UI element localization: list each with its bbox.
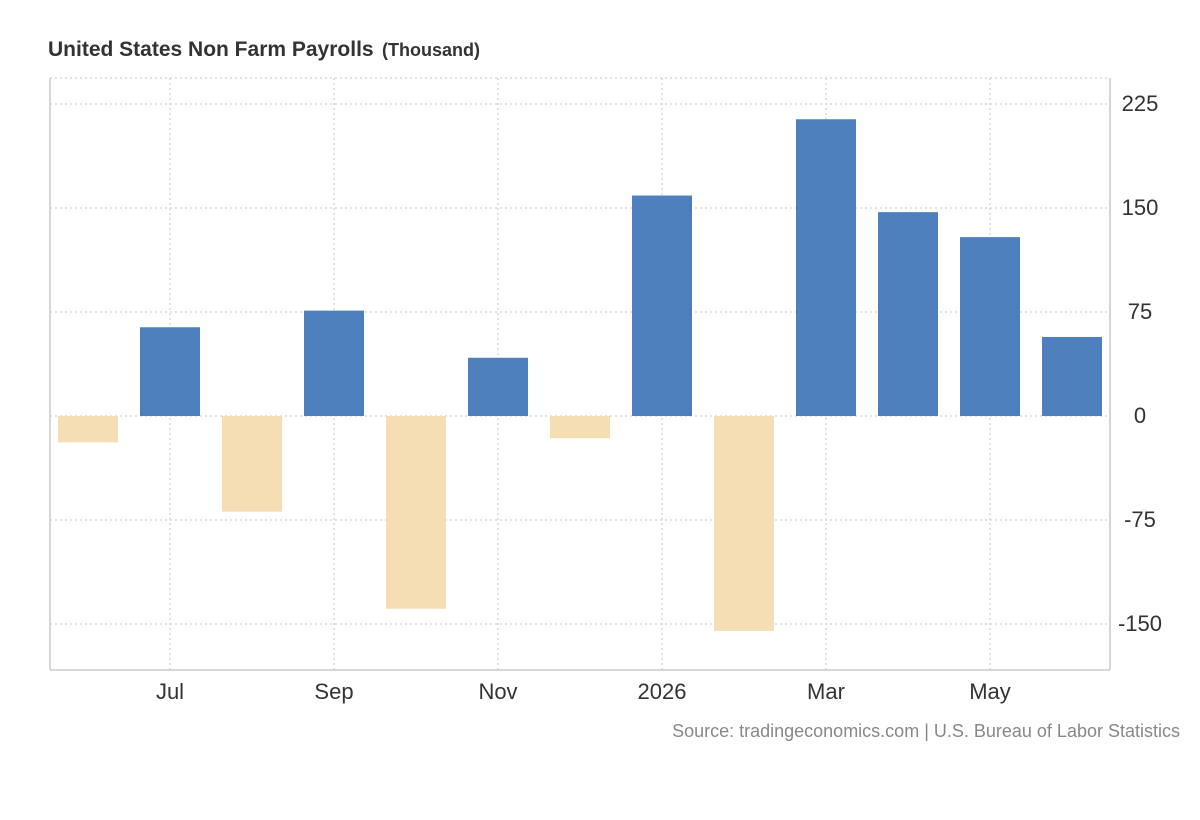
bar-negative: [222, 416, 282, 512]
x-tick-label: Jul: [156, 679, 184, 704]
bar-positive: [960, 237, 1020, 416]
chart-title: United States Non Farm Payrolls (Thousan…: [48, 38, 480, 62]
chart-source: Source: tradingeconomics.com | U.S. Bure…: [672, 721, 1180, 741]
bar-positive: [1042, 336, 1102, 416]
bar-negative: [714, 416, 774, 631]
y-tick-label: -150: [1118, 611, 1162, 636]
x-tick-label: 2026: [638, 679, 687, 704]
bar-positive: [140, 327, 200, 416]
chart-unit: (Thousand): [382, 40, 481, 60]
y-tick-label: 75: [1128, 299, 1152, 324]
y-tick-label: -75: [1124, 507, 1156, 532]
bar-negative: [386, 416, 446, 609]
x-tick-label: Mar: [807, 679, 845, 704]
bar-positive: [304, 310, 364, 416]
x-tick-label: May: [969, 679, 1011, 704]
bar-positive: [878, 212, 938, 416]
bar-negative: [550, 416, 610, 439]
bar-positive: [468, 357, 528, 416]
bar-positive: [796, 119, 856, 417]
chart-title-text: United States Non Farm Payrolls: [48, 38, 374, 61]
y-tick-label: 150: [1122, 195, 1159, 220]
y-tick-label: 225: [1122, 91, 1159, 116]
bar-negative: [58, 416, 118, 443]
x-tick-label: Sep: [314, 679, 353, 704]
bar-positive: [632, 195, 692, 416]
y-tick-label: 0: [1134, 403, 1146, 428]
x-tick-label: Nov: [478, 679, 517, 704]
